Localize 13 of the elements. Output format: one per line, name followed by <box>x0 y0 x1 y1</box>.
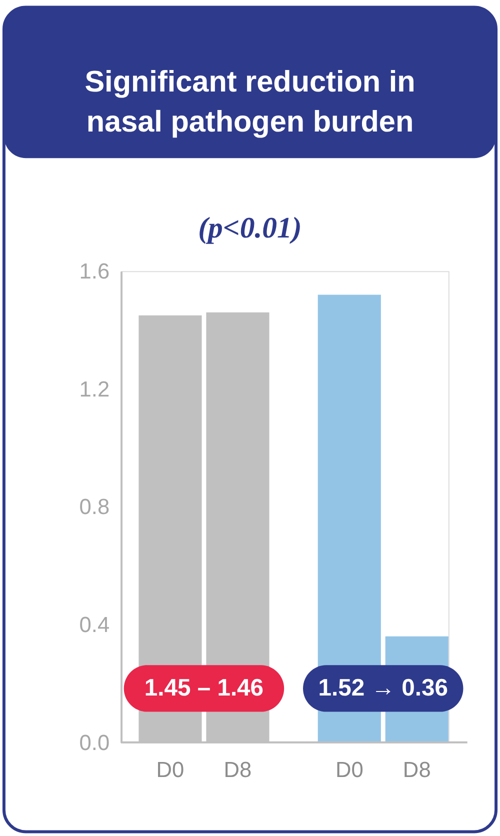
x-tick-label: D8 <box>224 757 252 782</box>
y-tick-label: 1.6 <box>79 258 110 284</box>
chart-title: Significant reduction in nasal pathogen burden <box>84 66 416 138</box>
x-tick-label: D0 <box>335 757 364 782</box>
chart-subtitle: (p<0.01) <box>198 211 302 244</box>
y-tick-label: 0.4 <box>79 612 110 638</box>
x-tick-label: D8 <box>402 757 431 782</box>
y-tick-label: 0.0 <box>79 730 110 755</box>
annotation: 1.52 → 0.36 <box>318 674 448 702</box>
x-tick-label: D0 <box>156 757 184 782</box>
annotation: 1.45 – 1.46 <box>144 674 264 702</box>
y-tick-label: 0.8 <box>79 494 110 520</box>
y-tick-label: 1.2 <box>79 376 110 402</box>
